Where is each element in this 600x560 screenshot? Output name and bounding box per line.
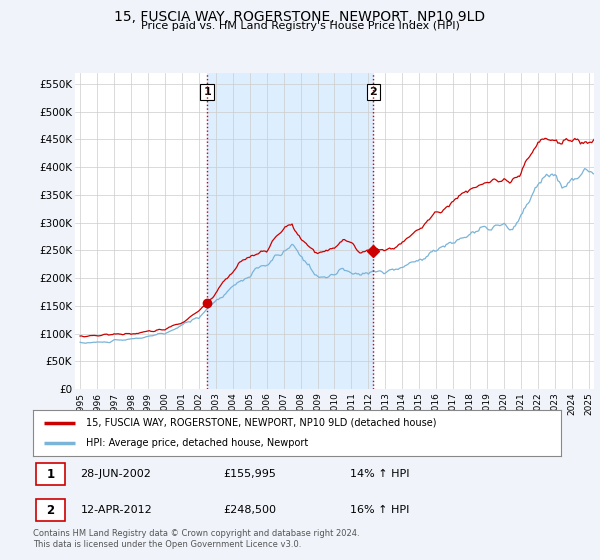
Bar	[207, 73, 373, 389]
Text: Price paid vs. HM Land Registry's House Price Index (HPI): Price paid vs. HM Land Registry's House …	[140, 21, 460, 31]
Text: £248,500: £248,500	[223, 505, 276, 515]
Text: Contains HM Land Registry data © Crown copyright and database right 2024.
This d: Contains HM Land Registry data © Crown c…	[33, 529, 359, 549]
Text: 12-APR-2012: 12-APR-2012	[80, 505, 152, 515]
Text: 2: 2	[46, 503, 55, 516]
Text: 16% ↑ HPI: 16% ↑ HPI	[350, 505, 409, 515]
Text: HPI: Average price, detached house, Newport: HPI: Average price, detached house, Newp…	[86, 438, 308, 449]
Text: 1: 1	[203, 87, 211, 97]
Text: 15, FUSCIA WAY, ROGERSTONE, NEWPORT, NP10 9LD (detached house): 15, FUSCIA WAY, ROGERSTONE, NEWPORT, NP1…	[86, 418, 436, 428]
Text: £155,995: £155,995	[223, 469, 276, 479]
Text: 2: 2	[369, 87, 377, 97]
Text: 15, FUSCIA WAY, ROGERSTONE, NEWPORT, NP10 9LD: 15, FUSCIA WAY, ROGERSTONE, NEWPORT, NP1…	[115, 10, 485, 24]
Text: 1: 1	[46, 468, 55, 481]
Text: 14% ↑ HPI: 14% ↑ HPI	[350, 469, 409, 479]
Text: 28-JUN-2002: 28-JUN-2002	[80, 469, 151, 479]
FancyBboxPatch shape	[35, 499, 65, 521]
FancyBboxPatch shape	[35, 464, 65, 486]
